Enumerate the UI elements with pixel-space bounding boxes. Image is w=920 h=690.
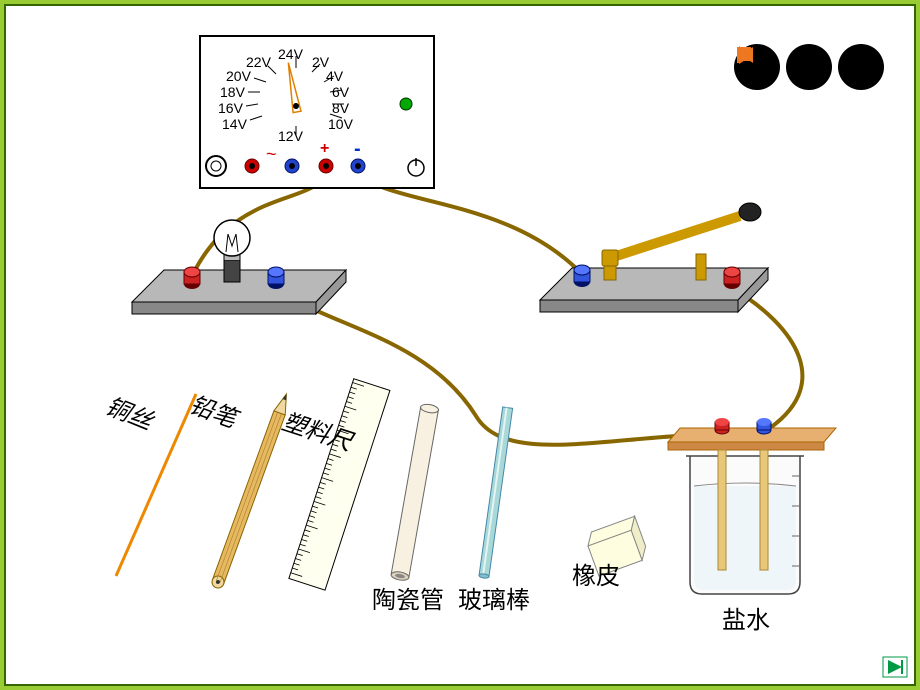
dial-label: 22V [246, 54, 271, 70]
dial-label: 8V [332, 100, 349, 116]
diagram-canvas: 14V16V18V20V22V24V2V4V6V8V10V12V ~ + - 铜… [4, 4, 916, 686]
dial-label: 18V [220, 84, 245, 100]
ceramic-tube[interactable] [390, 403, 439, 581]
outer-frame: 14V16V18V20V22V24V2V4V6V8V10V12V ~ + - 铜… [0, 0, 920, 690]
plus-symbol: + [320, 140, 329, 158]
dial-label: 12V [278, 128, 303, 144]
bulb-assembly [132, 220, 346, 314]
knife-switch[interactable] [540, 203, 768, 312]
dial-label: 20V [226, 68, 251, 84]
dial-label: 24V [278, 46, 303, 62]
dial-label: 10V [328, 116, 353, 132]
label-ceramic: 陶瓷管 [372, 580, 444, 615]
dial-label: 4V [326, 68, 343, 84]
label-saltwater: 盐水 [722, 600, 770, 635]
label-glass: 玻璃棒 [458, 580, 530, 615]
ac-symbol: ~ [266, 144, 277, 165]
dial-label: 14V [222, 116, 247, 132]
label-rubber: 橡皮 [572, 556, 620, 591]
dial-label: 6V [332, 84, 349, 100]
minus-symbol: - [354, 138, 361, 161]
dial-label: 16V [218, 100, 243, 116]
next-slide-button[interactable] [882, 656, 908, 678]
saltwater-beaker [668, 418, 836, 594]
